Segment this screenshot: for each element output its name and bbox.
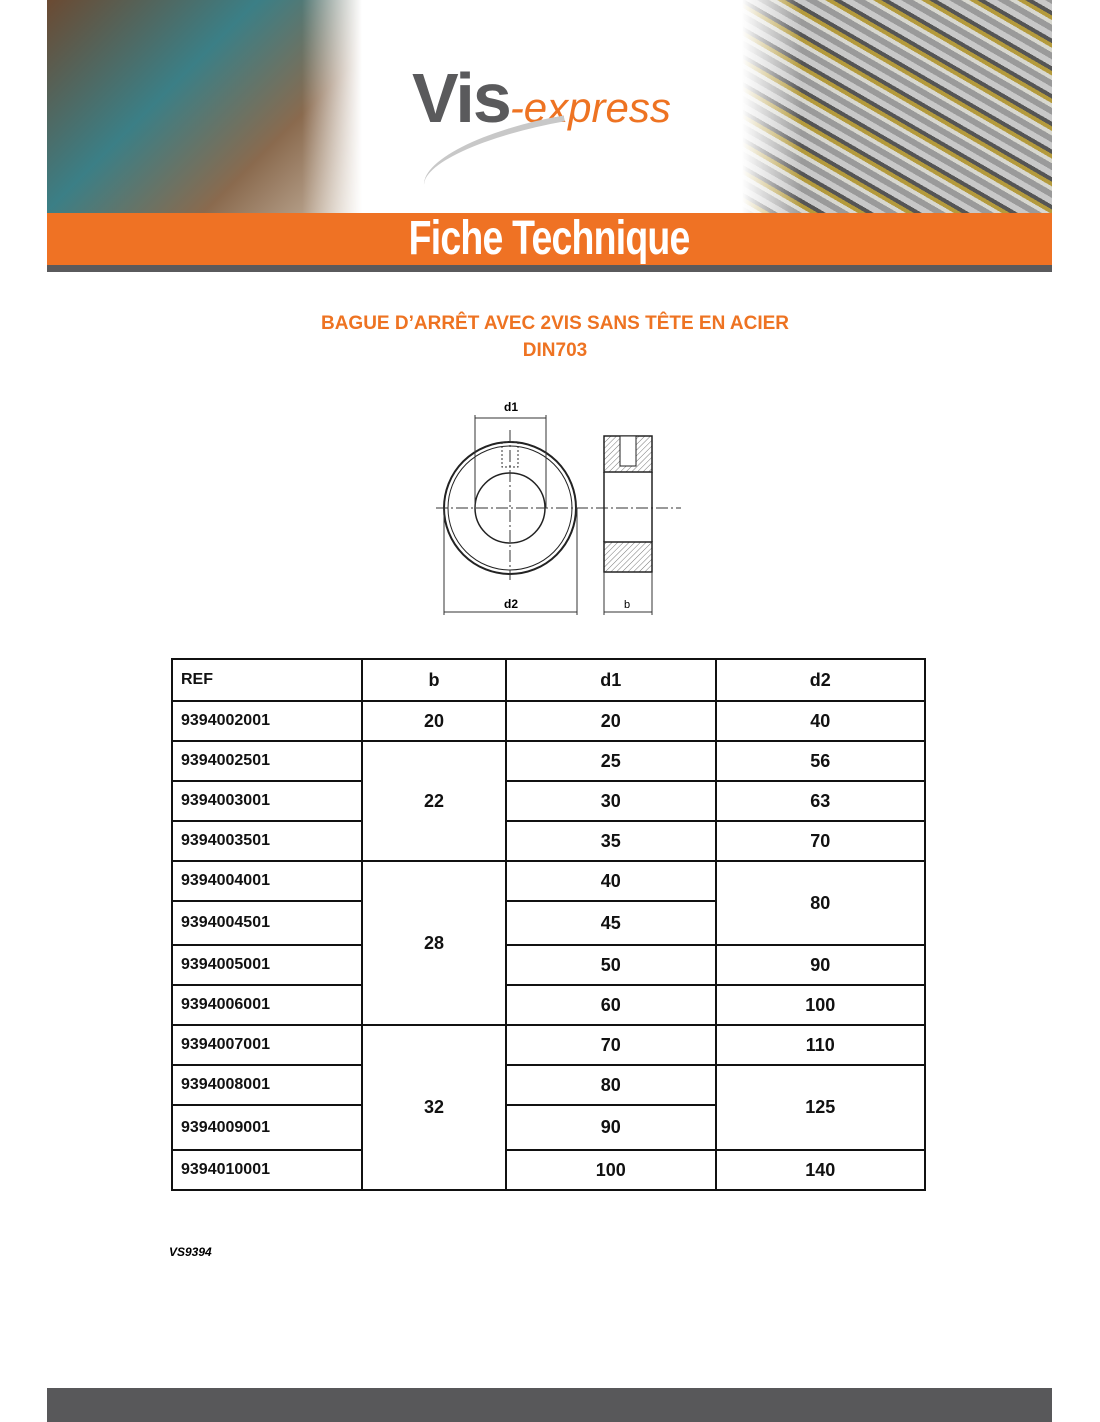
tools-photo — [47, 0, 362, 213]
table-row: 9394004501 45 — [171, 900, 925, 946]
table-row: 9394010001 100 140 — [171, 1149, 926, 1191]
table-row: 9394002001 20 20 40 — [171, 700, 926, 742]
table-row: 9394003001 30 63 — [171, 780, 926, 822]
logo: Vis-express — [412, 59, 671, 137]
screws-photo — [742, 0, 1052, 213]
table-row: 9394002501 22 25 56 — [171, 740, 926, 862]
table-header: REF b d1 d2 — [171, 658, 926, 702]
dimensions-table: REF b d1 d2 9394002001 20 20 40 9394002501 2… — [171, 658, 926, 1191]
table-row: 9394009001 90 — [171, 1104, 925, 1151]
b-label: b — [624, 599, 630, 611]
table-row: 9394004001 28 40 80 — [171, 860, 926, 1026]
header-banner: Vis-express — [47, 0, 1052, 213]
table-row: 9394006001 60 100 — [171, 984, 926, 1026]
table-row: 9394007001 32 70 110 — [171, 1024, 926, 1191]
d1-label: d1 — [504, 400, 518, 414]
technical-drawing: d1 d2 b — [436, 400, 681, 615]
product-title: BAGUE D’ARRÊT AVEC 2VIS SANS TÊTE EN ACI… — [320, 313, 790, 361]
divider — [47, 265, 1052, 272]
footer-bar — [47, 1388, 1052, 1422]
product-code: VS9394 — [169, 1245, 212, 1259]
title-banner: Fiche Technique — [47, 213, 1052, 265]
table-row: 9394008001 80 125 — [171, 1064, 926, 1151]
table-row: 9394003501 35 70 — [171, 820, 926, 862]
table-row: 9394005001 50 90 — [171, 944, 926, 986]
d2-label: d2 — [504, 597, 518, 611]
